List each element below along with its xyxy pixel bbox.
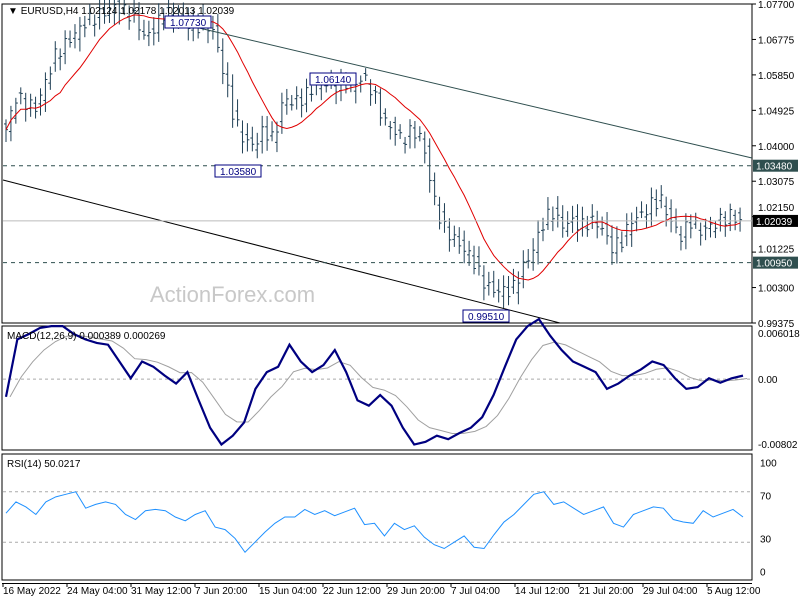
price-annotation-box xyxy=(309,72,357,86)
x-tick-label: 14 Jul 12:00 xyxy=(515,586,570,597)
y-tick-label: 1.05850 xyxy=(758,71,795,82)
macd-signal-line xyxy=(9,334,748,435)
lower-channel-line xyxy=(2,179,561,324)
level-tag-label: 1.03480 xyxy=(756,162,793,173)
current-price-tag xyxy=(753,214,798,227)
price-annotation-box xyxy=(164,15,212,29)
y-tick-label: 1.03075 xyxy=(758,177,795,188)
rsi-y-label: 30 xyxy=(760,535,772,546)
y-tick-label: 0.99375 xyxy=(758,319,795,330)
watermark: ActionForex.com xyxy=(150,282,315,307)
y-tick-label: 1.01225 xyxy=(758,245,795,256)
current-price-label: 1.02039 xyxy=(756,217,793,228)
price-annotation-box xyxy=(462,309,510,323)
macd-pane-frame xyxy=(1,325,753,451)
y-tick-label: 1.06775 xyxy=(758,35,795,46)
rsi-y-label: 70 xyxy=(760,491,772,502)
rsi-title: RSI(14) 50.0217 xyxy=(7,459,81,470)
x-tick-label: 7 Jun 20:00 xyxy=(195,586,248,597)
x-tick-label: 7 Jul 04:00 xyxy=(451,586,500,597)
x-tick-label: 5 Aug 12:00 xyxy=(707,586,761,597)
y-tick-label: 1.07700 xyxy=(758,0,795,11)
x-tick-label: 16 May 2022 xyxy=(3,586,61,597)
level-tag xyxy=(753,159,798,172)
y-tick-label: 1.04925 xyxy=(758,106,795,117)
price-annotation: 1.03580 xyxy=(220,167,257,178)
x-tick-label: 15 Jun 04:00 xyxy=(259,586,317,597)
rsi-line xyxy=(5,491,744,554)
price-annotation: 1.07730 xyxy=(170,18,207,29)
level-tag xyxy=(753,256,798,269)
x-tick-label: 22 Jun 12:00 xyxy=(323,586,381,597)
chart-title: ▼ EURUSD,H4 1.02124 1.02178 1.02013 1.02… xyxy=(8,6,235,17)
price-annotation-box xyxy=(214,164,262,178)
level-tag-label: 1.00950 xyxy=(756,259,793,270)
y-tick-label: 1.02150 xyxy=(758,203,795,214)
y-tick-label: 1.00300 xyxy=(758,284,795,295)
price-annotation: 1.06140 xyxy=(315,75,352,86)
price-annotation: 0.99510 xyxy=(468,312,505,323)
rsi-y-label: 0 xyxy=(760,567,766,578)
x-tick-label: 29 Jun 20:00 xyxy=(387,586,445,597)
rsi-pane-frame xyxy=(1,453,753,581)
macd-line xyxy=(4,317,744,447)
x-tick-label: 24 May 04:00 xyxy=(67,586,128,597)
macd-title: MACD(12,26,9) 0.000389 0.000269 xyxy=(7,331,166,342)
main-pane-frame xyxy=(1,3,753,324)
x-axis-line xyxy=(2,583,752,584)
moving-average-line xyxy=(5,14,741,281)
x-tick-label: 21 Jul 20:00 xyxy=(579,586,634,597)
x-tick-label: 31 May 12:00 xyxy=(131,586,192,597)
macd-y-label: 0.006018 xyxy=(758,329,800,340)
x-tick-label: 29 Jul 04:00 xyxy=(643,586,698,597)
y-tick-label: 1.04000 xyxy=(758,142,795,153)
macd-y-label: -0.00802 xyxy=(758,440,798,451)
rsi-y-label: 100 xyxy=(760,459,777,470)
upper-channel-line xyxy=(164,19,753,159)
macd-y-label: 0.00 xyxy=(758,375,778,386)
dropdown-arrow-icon[interactable]: ▼ xyxy=(8,6,21,17)
